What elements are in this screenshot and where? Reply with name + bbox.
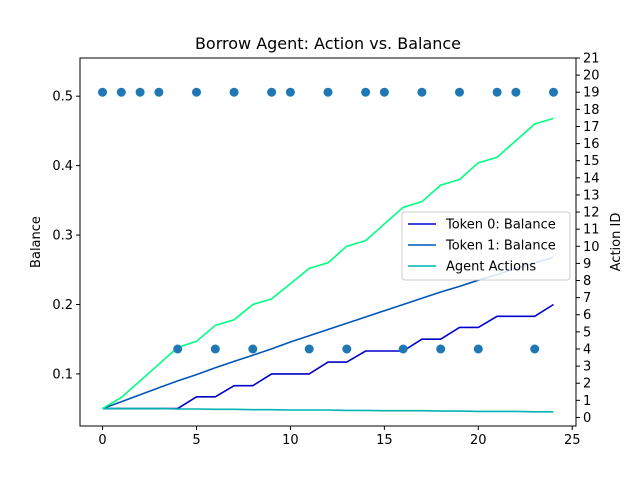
legend-label: Token 1: Balance: [445, 239, 556, 254]
scatter-point: [455, 87, 464, 97]
scatter-point: [98, 87, 107, 97]
scatter-point: [436, 344, 446, 354]
y2-tick-label: 17: [583, 120, 600, 135]
y2-tick-label: 3: [583, 360, 591, 375]
y-tick-label: 0.4: [52, 159, 73, 174]
legend: Token 0: Balance Token 1: Balance Agent Ac…: [401, 211, 571, 281]
scatter-point: [304, 344, 314, 354]
scatter-point: [473, 344, 483, 354]
scatter-point: [398, 344, 408, 354]
y2-tick-label: 11: [583, 223, 600, 238]
y-tick-label: 0.2: [52, 298, 73, 313]
y2-tick-label: 19: [583, 86, 600, 101]
legend-items: Token 0: Balance Token 1: Balance Agent Ac…: [408, 218, 556, 275]
scatter-point: [248, 344, 258, 354]
y2-axis-title: Action ID: [609, 213, 624, 272]
scatter-point: [229, 87, 239, 97]
y2-tick-label: 9: [583, 257, 591, 272]
y2-tick-label: 18: [583, 103, 600, 118]
x-tick-label: 5: [192, 433, 200, 448]
y-axis-left: 0.1 0.2 0.3 0.4 0.5: [52, 90, 80, 382]
x-tick-label: 0: [98, 433, 106, 448]
y2-tick-label: 21: [583, 52, 600, 67]
scatter-point: [192, 87, 201, 97]
scatter-point: [285, 87, 295, 97]
y2-tick-label: 4: [583, 342, 591, 357]
x-tick-label: 20: [470, 433, 487, 448]
y2-tick-label: 0: [583, 411, 591, 426]
legend-label: Agent Actions: [446, 260, 536, 275]
scatter-point: [210, 344, 220, 354]
chart-title: Borrow Agent: Action vs. Balance: [195, 34, 461, 53]
scatter-point: [323, 87, 333, 97]
y2-tick-label: 1: [583, 394, 591, 409]
scatter-point: [492, 87, 502, 97]
y-tick-label: 0.5: [52, 90, 73, 105]
y2-tick-label: 15: [583, 154, 600, 169]
y2-tick-label: 10: [583, 240, 600, 255]
y2-tick-label: 6: [583, 308, 591, 323]
y2-tick-label: 20: [583, 69, 600, 84]
scatter-point: [361, 87, 371, 97]
x-axis: 0 5 10 15 20 25: [98, 426, 581, 448]
plot-frame: [79, 57, 577, 427]
y2-tick-label: 16: [583, 137, 600, 152]
scatter-point: [116, 87, 126, 97]
scatter-point: [549, 87, 558, 97]
scatter-point: [530, 344, 540, 354]
y2-tick-label: 14: [583, 171, 600, 186]
y2-tick-label: 13: [583, 188, 600, 203]
y2-tick-label: 2: [583, 377, 591, 392]
x-tick-label: 10: [282, 433, 299, 448]
y-axis-title: Balance: [29, 216, 44, 268]
scatter-point: [342, 344, 352, 354]
x-tick-label: 25: [564, 433, 581, 448]
y2-tick-label: 12: [583, 206, 600, 221]
scatter-point: [379, 87, 389, 97]
scatter-points: [98, 87, 558, 354]
y-tick-label: 0.1: [52, 367, 73, 382]
scatter-point: [417, 87, 427, 97]
scatter-point: [135, 87, 145, 97]
legend-label: Token 0: Balance: [445, 218, 556, 233]
y2-tick-label: 5: [583, 325, 591, 340]
legend-box: [401, 211, 571, 281]
scatter-point: [267, 87, 277, 97]
x-tick-label: 15: [376, 433, 393, 448]
scatter-point: [173, 344, 183, 354]
y-tick-label: 0.3: [52, 229, 73, 244]
scatter-point: [154, 87, 164, 97]
series-line-2: [102, 407, 554, 413]
y2-tick-label: 8: [583, 274, 591, 289]
y2-tick-label: 7: [583, 291, 591, 306]
scatter-point: [511, 87, 521, 97]
